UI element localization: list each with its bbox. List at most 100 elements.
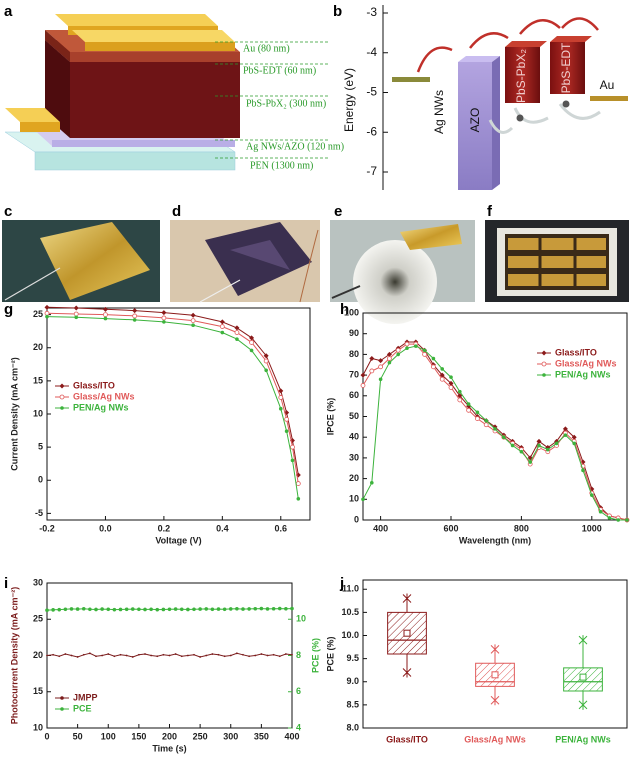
panel-label: h [340, 301, 349, 318]
marker [125, 654, 128, 657]
y-tick-label: 8.0 [346, 722, 359, 732]
marker [361, 497, 365, 502]
tick-label: -6 [366, 124, 377, 138]
extreme [490, 695, 500, 706]
y-tick-label: 30 [33, 577, 43, 587]
marker [440, 367, 445, 371]
marker [607, 516, 612, 520]
marker [405, 346, 409, 350]
marker [107, 653, 110, 655]
marker [272, 653, 275, 656]
x-axis-label: Time (s) [152, 743, 186, 753]
marker [563, 433, 568, 437]
marker [510, 443, 515, 448]
marker [439, 376, 445, 382]
marker [598, 509, 603, 514]
x-tick-label: 1000 [582, 523, 602, 533]
x-tick-label: -0.2 [39, 523, 55, 533]
extreme [490, 644, 500, 655]
marker [191, 323, 195, 328]
marker [70, 654, 73, 657]
x-tick-label: 350 [254, 731, 269, 741]
marker [264, 368, 268, 373]
marker [474, 416, 480, 421]
marker [296, 497, 301, 501]
marker [74, 315, 79, 320]
marker [46, 654, 48, 657]
marker [571, 434, 577, 440]
material-label: PbS-PbX₂ [514, 49, 528, 103]
marker [64, 653, 67, 655]
marker [502, 435, 506, 440]
marker [161, 310, 167, 316]
panel-label: a [4, 3, 13, 20]
marker [190, 312, 196, 318]
marker [144, 653, 146, 655]
marker [132, 313, 138, 319]
marker [422, 348, 427, 353]
x-tick-label: 300 [223, 731, 238, 741]
marker [414, 344, 418, 348]
marker [51, 608, 55, 612]
panel-label: f [487, 203, 493, 220]
marker [45, 314, 49, 319]
panel-label: b [333, 3, 342, 20]
plot-frame [362, 312, 628, 521]
marker [130, 607, 135, 611]
chart: 10 15 20 25 30 4 6 8 10 Photocurrent Density (mA … [9, 577, 320, 753]
marker [219, 319, 225, 325]
extreme [402, 667, 412, 678]
marker [229, 654, 232, 657]
marker [88, 607, 92, 612]
marker [137, 607, 141, 612]
marker [277, 606, 282, 611]
marker [249, 335, 255, 341]
y-tick-label: 60 [349, 390, 359, 400]
panel-label: i [4, 575, 8, 592]
legend-label: Glass/ITO [73, 380, 115, 390]
chart: 0 10 20 30 40 50 60 70 80 90 100 IPCE (%) Wavelength… [325, 307, 630, 545]
marker [60, 707, 64, 711]
device-stack: Au (80 nm) PbS-EDT (60 nm) PbS-PbX₂ (300… [4, 14, 344, 171]
x-tick-label: 400 [373, 523, 388, 533]
marker [235, 606, 239, 611]
marker [263, 358, 269, 364]
x-tick-label: 100 [101, 731, 116, 741]
marker [186, 654, 189, 657]
axis-label: Energy (eV) [342, 68, 356, 132]
marker [360, 372, 366, 378]
y-axis-label: Current Density (mA cm⁻²) [9, 357, 19, 470]
y2-tick-label: 4 [296, 722, 301, 732]
marker [59, 383, 65, 389]
y-tick-label: 20 [349, 473, 359, 483]
marker [284, 606, 288, 611]
marker [265, 607, 270, 611]
marker [94, 607, 98, 612]
marker [103, 312, 108, 318]
marker [493, 427, 497, 431]
marker [248, 655, 251, 658]
y-tick-label: 11.0 [342, 584, 359, 594]
tick-label: -4 [366, 45, 377, 59]
marker [132, 318, 137, 322]
y-tick-label: 15 [33, 686, 43, 696]
marker [220, 330, 225, 335]
photo-c [2, 220, 160, 302]
marker [193, 653, 195, 656]
marker [387, 360, 392, 365]
x-tick-label: 50 [73, 731, 83, 741]
x-tick-label: 600 [443, 523, 458, 533]
marker [118, 607, 123, 612]
band-diagram: Energy (eV) Ag NWs AZO PbS-PbX₂ PbS-EDT … [342, 5, 628, 190]
extreme [578, 699, 588, 710]
marker [260, 653, 263, 655]
marker [161, 315, 167, 321]
y-tick-label: 70 [349, 369, 359, 379]
marker [295, 481, 301, 486]
chart: -5 0 5 10 15 20 25 Current Density (mA cm⁻²) Vol… [9, 304, 311, 545]
marker [263, 353, 269, 359]
panel-label: d [172, 203, 181, 220]
marker [216, 607, 221, 611]
marker [541, 350, 547, 356]
